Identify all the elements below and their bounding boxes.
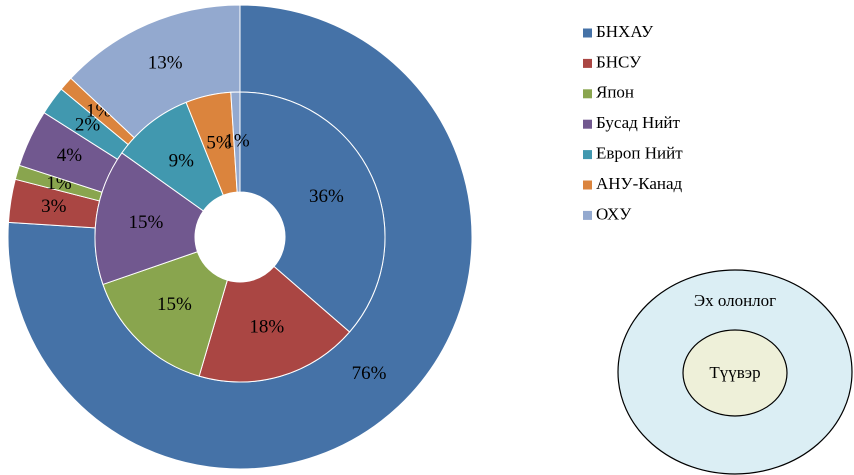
data-label: 76% bbox=[352, 363, 387, 384]
population-label: Эх олонлог bbox=[694, 291, 776, 310]
legend-swatch bbox=[583, 119, 592, 129]
doughnut-segment bbox=[239, 91, 386, 333]
data-label: 9% bbox=[169, 151, 195, 172]
data-label: 13% bbox=[148, 52, 183, 73]
legend-label: БНХАУ bbox=[596, 22, 654, 41]
data-label: 15% bbox=[157, 294, 192, 315]
legend-label: Европ Нийт bbox=[596, 144, 683, 163]
data-label: 18% bbox=[249, 317, 284, 338]
legend-swatch bbox=[583, 89, 592, 99]
data-label: 3% bbox=[41, 196, 67, 217]
legend-label: Япон bbox=[596, 83, 634, 102]
data-label: 15% bbox=[129, 212, 164, 233]
sample-ellipse bbox=[682, 329, 788, 417]
legend-swatch bbox=[583, 58, 592, 68]
data-label: 5% bbox=[206, 133, 232, 154]
doughnut-segment bbox=[230, 91, 241, 193]
legend-label: БНСУ bbox=[596, 52, 642, 71]
legend-swatch bbox=[583, 150, 592, 160]
legend-label: АНУ-Канад bbox=[596, 174, 683, 193]
doughnut-segment bbox=[102, 251, 228, 377]
data-label: 4% bbox=[57, 145, 83, 166]
legend-swatch bbox=[583, 180, 592, 190]
data-label: 1% bbox=[224, 130, 250, 151]
legend-swatch bbox=[583, 210, 592, 220]
legend-swatch bbox=[583, 28, 592, 38]
doughnut-segment bbox=[94, 152, 205, 286]
data-label: 36% bbox=[309, 186, 344, 207]
sample-label: Түүвэр bbox=[709, 363, 760, 382]
legend-label: Бусад Нийт bbox=[596, 113, 681, 132]
legend-label: ОХУ bbox=[596, 204, 632, 223]
data-label: 2% bbox=[75, 115, 101, 136]
doughnut-segment bbox=[198, 265, 351, 383]
